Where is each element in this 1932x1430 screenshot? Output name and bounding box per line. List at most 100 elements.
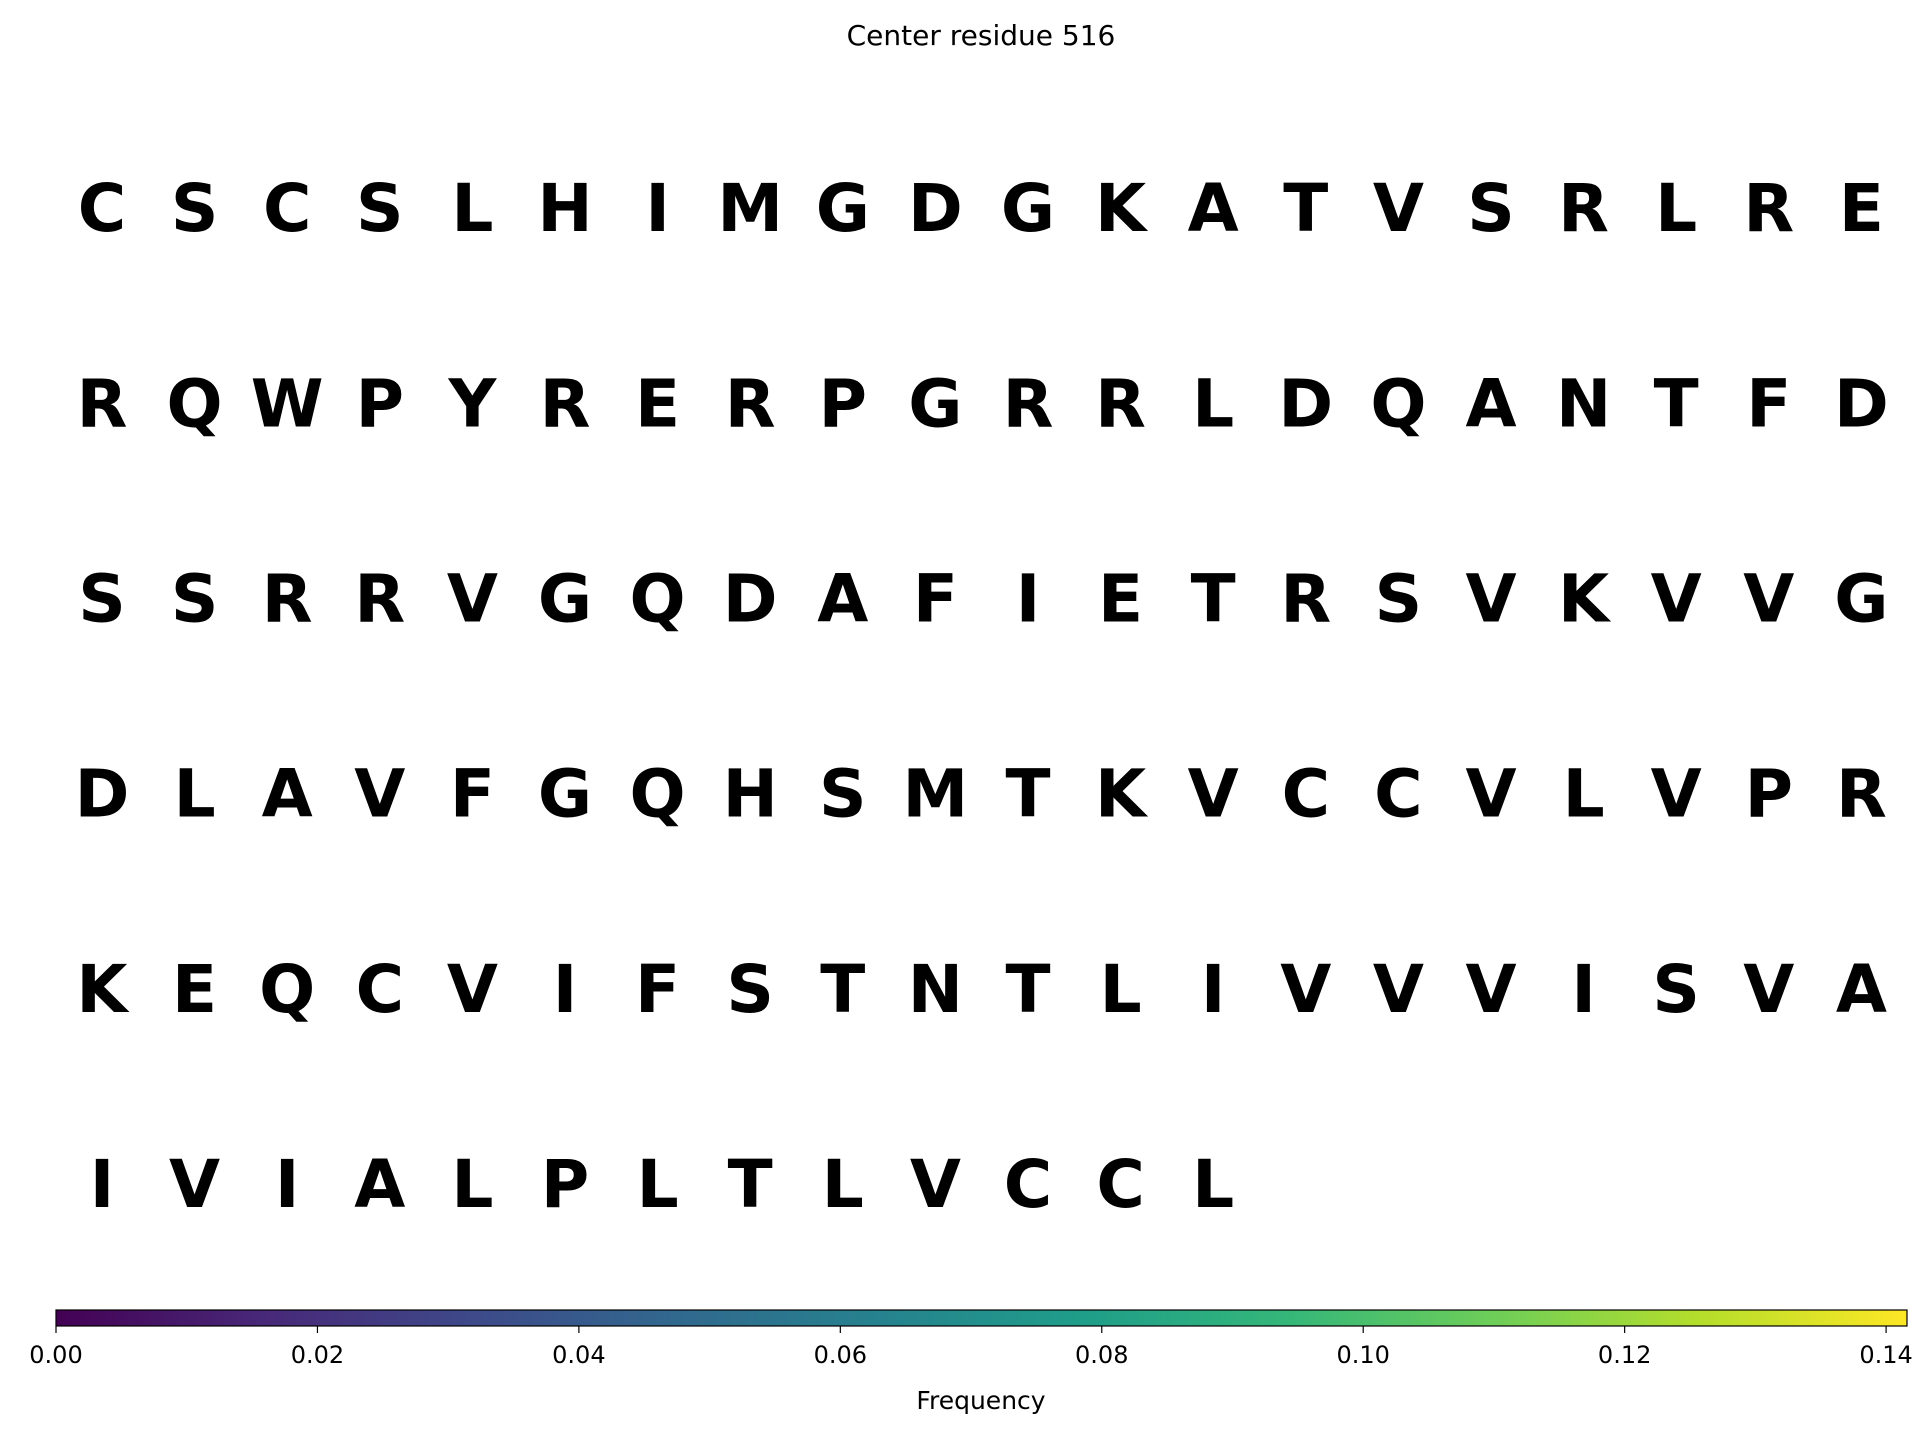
- residue-letter: S: [726, 951, 774, 1028]
- residue-letter: W: [251, 365, 324, 442]
- residue-letter: H: [537, 170, 592, 247]
- residue-letter: K: [1095, 170, 1149, 247]
- residue-letter: G: [1001, 170, 1055, 247]
- residue-letter: S: [1652, 951, 1700, 1028]
- residue-letter: P: [356, 365, 404, 442]
- residue-letter: R: [1280, 560, 1331, 637]
- residue-letter: V: [1465, 560, 1516, 637]
- residue-letter: A: [817, 560, 868, 637]
- residue-letter: I: [90, 1146, 115, 1223]
- residue-letter: N: [1556, 365, 1611, 442]
- residue-letter: S: [356, 170, 404, 247]
- residue-letter: A: [262, 756, 313, 833]
- residue-letter: V: [910, 1146, 961, 1223]
- residue-letter: T: [728, 1146, 773, 1223]
- residue-letter: V: [169, 1146, 220, 1223]
- residue-letter: S: [171, 560, 219, 637]
- residue-letter: P: [541, 1146, 589, 1223]
- residue-letter: S: [1467, 170, 1515, 247]
- residue-letter: C: [78, 170, 126, 247]
- colorbar-tick-label: 0.00: [29, 1341, 82, 1369]
- residue-letter: A: [1836, 951, 1887, 1028]
- residue-letter: R: [1095, 365, 1146, 442]
- residue-letter: Q: [1370, 365, 1426, 442]
- residue-letter: I: [1201, 951, 1226, 1028]
- colorbar-tick-label: 0.12: [1598, 1341, 1651, 1369]
- residue-letter: V: [1465, 951, 1516, 1028]
- residue-letter: L: [1655, 170, 1697, 247]
- residue-letter: V: [1465, 756, 1516, 833]
- residue-letter: Q: [259, 951, 315, 1028]
- residue-letter: L: [1192, 1146, 1234, 1223]
- residue-letter: L: [637, 1146, 679, 1223]
- residue-letter: S: [819, 756, 867, 833]
- residue-letter: S: [78, 560, 126, 637]
- residue-letter: V: [1651, 560, 1702, 637]
- residue-letter: L: [822, 1146, 864, 1223]
- residue-letter: V: [1651, 756, 1702, 833]
- residue-letter: A: [1188, 170, 1239, 247]
- residue-letter: R: [1558, 170, 1609, 247]
- residue-letter: K: [1095, 756, 1149, 833]
- residue-letter: R: [262, 560, 313, 637]
- residue-letter: C: [1374, 756, 1422, 833]
- residue-letter: G: [1834, 560, 1888, 637]
- residue-letter: I: [553, 951, 578, 1028]
- residue-letter: C: [1282, 756, 1330, 833]
- residue-letter: T: [820, 951, 865, 1028]
- residue-letter: Q: [167, 365, 223, 442]
- residue-letter: S: [1375, 560, 1423, 637]
- residue-letter: S: [171, 170, 219, 247]
- colorbar-tick-label: 0.08: [1075, 1341, 1128, 1369]
- residue-letter: T: [1005, 951, 1050, 1028]
- residue-letter: E: [1839, 170, 1884, 247]
- residue-letter: R: [540, 365, 591, 442]
- residue-letter: T: [1191, 560, 1236, 637]
- residue-letter: V: [1743, 951, 1794, 1028]
- colorbar-label: Frequency: [916, 1386, 1045, 1415]
- residue-letter: I: [1016, 560, 1041, 637]
- residue-letter: R: [1836, 756, 1887, 833]
- colorbar-tick-label: 0.02: [291, 1341, 344, 1369]
- residue-letter: F: [450, 756, 495, 833]
- residue-letter: G: [908, 365, 962, 442]
- residue-letter: Q: [630, 560, 686, 637]
- residue-letter: D: [723, 560, 778, 637]
- residue-letter: H: [723, 756, 778, 833]
- residue-letter: L: [1100, 951, 1142, 1028]
- residue-letter: C: [1096, 1146, 1144, 1223]
- residue-letter: R: [725, 365, 776, 442]
- residue-letter: L: [1192, 365, 1234, 442]
- residue-letter: E: [1098, 560, 1143, 637]
- residue-letter: D: [1834, 365, 1889, 442]
- residue-letter: V: [1743, 560, 1794, 637]
- residue-letter: V: [1188, 756, 1239, 833]
- residue-letter: L: [451, 1146, 493, 1223]
- residue-letter: R: [77, 365, 128, 442]
- residue-letter: V: [354, 756, 405, 833]
- residue-letter: L: [1563, 756, 1605, 833]
- residue-letter: C: [1004, 1146, 1052, 1223]
- residue-letter: M: [717, 170, 783, 247]
- residue-letter: C: [263, 170, 311, 247]
- residue-letter: V: [1373, 170, 1424, 247]
- chart-title: Center residue 516: [847, 19, 1116, 52]
- residue-letter: P: [1745, 756, 1793, 833]
- residue-letter: N: [908, 951, 963, 1028]
- colorbar-tick-label: 0.06: [814, 1341, 867, 1369]
- colorbar-tick-label: 0.04: [552, 1341, 605, 1369]
- residue-letter: V: [447, 951, 498, 1028]
- residue-letter: A: [1465, 365, 1516, 442]
- residue-letter: T: [1005, 756, 1050, 833]
- residue-letter: L: [451, 170, 493, 247]
- residue-letter: I: [645, 170, 670, 247]
- residue-letter: C: [356, 951, 404, 1028]
- residue-letter: E: [172, 951, 217, 1028]
- residue-letter: I: [275, 1146, 300, 1223]
- residue-letter: Y: [448, 365, 498, 442]
- residue-letter: R: [1003, 365, 1054, 442]
- residue-letter: D: [908, 170, 963, 247]
- residue-letter: P: [819, 365, 867, 442]
- colorbar-tick-label: 0.14: [1859, 1341, 1912, 1369]
